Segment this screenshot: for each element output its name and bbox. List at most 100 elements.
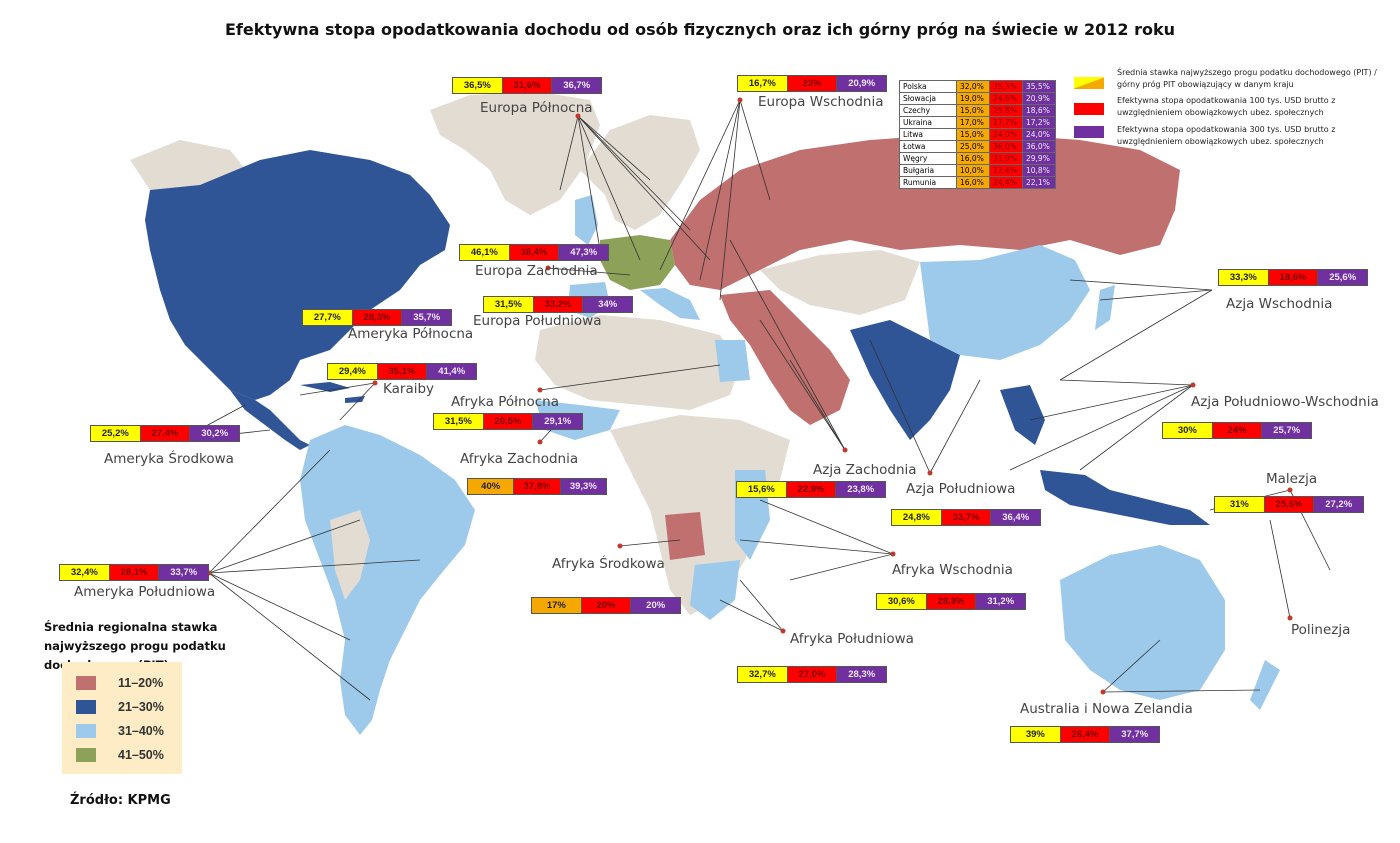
region-box-ameryka-polnocna: 27,7% 28,3% 35,7% bbox=[302, 309, 452, 326]
region-label-azja-wschodnia: Azja Wschodnia bbox=[1226, 296, 1333, 312]
legend-item: 31–40% bbox=[76, 724, 164, 738]
eff100-value: 20,5% bbox=[483, 414, 534, 429]
eff100-value: 31,6% bbox=[502, 78, 553, 93]
key-swatch-eff300 bbox=[1074, 126, 1104, 138]
pit-value: 39% bbox=[1011, 727, 1061, 742]
pit-value: 16,7% bbox=[738, 76, 788, 91]
legend-box: 11–20% 21–30% 31–40% 41–50% bbox=[62, 662, 182, 774]
eff300-value: 27,2% bbox=[1314, 497, 1364, 512]
country-row: Polska 32,0% 35,3% 35,5% bbox=[899, 80, 1056, 93]
eff300-value: 41,4% bbox=[427, 364, 477, 379]
country-eff100: 35,3% bbox=[989, 80, 1023, 93]
legend-swatch bbox=[76, 700, 96, 714]
caribbean bbox=[300, 382, 365, 403]
central-asia bbox=[760, 250, 920, 315]
region-box-europa-wschodnia: 16,7% 23% 20,9% bbox=[737, 75, 887, 92]
southeast-asia bbox=[1000, 385, 1045, 445]
key-text-pit: Średnia stawka najwyższego progu podatku… bbox=[1117, 68, 1377, 89]
country-pit: 16,0% bbox=[956, 152, 990, 165]
central-america bbox=[230, 390, 310, 450]
region-label-afryka-poludniowa: Afryka Południowa bbox=[790, 631, 914, 647]
japan bbox=[1095, 285, 1115, 330]
country-pit: 19,0% bbox=[956, 92, 990, 105]
eff100-value: 38,4% bbox=[509, 245, 560, 260]
country-eff100: 24,0% bbox=[989, 128, 1023, 141]
region-label-polinezja: Polinezja bbox=[1291, 622, 1351, 638]
eff300-value: 39,3% bbox=[560, 479, 606, 494]
key-swatch-eff100 bbox=[1074, 103, 1104, 115]
indonesia bbox=[1040, 470, 1210, 525]
region-box-ameryka-srodkowa: 25,2% 27,4% 30,2% bbox=[90, 425, 240, 442]
eff300-value: 30,2% bbox=[190, 426, 240, 441]
legend-item: 41–50% bbox=[76, 748, 164, 762]
western-europe bbox=[600, 235, 675, 290]
country-eff100: 12,4% bbox=[989, 164, 1023, 177]
angola bbox=[665, 512, 705, 560]
pit-value: 30% bbox=[1163, 423, 1213, 438]
region-box-azja-poludniowa: 24,8% 33,7% 36,4% bbox=[891, 509, 1041, 526]
eff100-value: 18,6% bbox=[1268, 270, 1319, 285]
country-name: Bułgaria bbox=[899, 164, 957, 177]
country-eff100: 24,4% bbox=[989, 176, 1023, 189]
pit-value: 17% bbox=[532, 598, 582, 613]
region-box-afryka-polnocna: 31,5% 20,5% 29,1% bbox=[433, 413, 583, 430]
region-box-azja-wschodnia: 33,3% 18,6% 25,6% bbox=[1218, 269, 1368, 286]
region-box-afryka-srodkowa: 17% 20% 20% bbox=[531, 597, 681, 614]
country-name: Rumunia bbox=[899, 176, 957, 189]
country-eff300: 22,1% bbox=[1022, 176, 1056, 189]
eff100-value: 33,2% bbox=[533, 297, 584, 312]
eff300-value: 25,7% bbox=[1262, 423, 1312, 438]
pit-value: 30,6% bbox=[877, 594, 927, 609]
key-text-eff300: Efektywna stopa opodatkowania 300 tys. U… bbox=[1117, 125, 1336, 146]
eff100-value: 27,0% bbox=[787, 667, 838, 682]
uk-ireland bbox=[575, 195, 598, 245]
eff100-value: 28,3% bbox=[352, 310, 403, 325]
country-eff300: 17,2% bbox=[1022, 116, 1056, 129]
country-pit: 15,0% bbox=[956, 128, 990, 141]
leader-lines bbox=[179, 99, 1331, 701]
eff300-value: 47,3% bbox=[559, 245, 609, 260]
legend-swatch bbox=[76, 676, 96, 690]
country-eff300: 20,9% bbox=[1022, 92, 1056, 105]
country-eff100: 31,9% bbox=[989, 152, 1023, 165]
eff100-value: 28,9% bbox=[926, 594, 977, 609]
region-box-karaiby: 29,4% 35,1% 41,4% bbox=[327, 363, 477, 380]
country-eff300: 24,0% bbox=[1022, 128, 1056, 141]
legend-item: 21–30% bbox=[76, 700, 164, 714]
pit-value: 31,5% bbox=[484, 297, 534, 312]
map-title: Efektywna stopa opodatkowania dochodu od… bbox=[224, 20, 1175, 39]
marker-dots bbox=[206, 97, 1293, 695]
country-eff300: 29,9% bbox=[1022, 152, 1056, 165]
eff300-value: 20,9% bbox=[837, 76, 887, 91]
key-text-eff100: Efektywna stopa opodatkowania 100 tys. U… bbox=[1117, 96, 1336, 117]
eff300-value: 29,1% bbox=[533, 414, 583, 429]
country-pit: 10,0% bbox=[956, 164, 990, 177]
country-row: Łotwa 25,0% 36,0% 36,0% bbox=[899, 140, 1056, 153]
eff300-value: 36,7% bbox=[552, 78, 602, 93]
eff300-value: 28,3% bbox=[837, 667, 887, 682]
pit-value: 36,5% bbox=[453, 78, 503, 93]
country-eff300: 18,6% bbox=[1022, 104, 1056, 117]
country-table: Polska 32,0% 35,3% 35,5% Słowacja 19,0% 24,6% 2… bbox=[899, 80, 1056, 189]
country-eff100: 17,7% bbox=[989, 116, 1023, 129]
region-label-europa-poludniowa: Europa Południowa bbox=[473, 313, 602, 329]
region-label-afryka-zachodnia: Afryka Zachodnia bbox=[460, 451, 579, 467]
region-label-australia-nz: Australia i Nowa Zelandia bbox=[1020, 701, 1193, 717]
country-name: Ukraina bbox=[899, 116, 957, 129]
country-pit: 25,0% bbox=[956, 140, 990, 153]
legend-label: 21–30% bbox=[118, 700, 164, 714]
pit-value: 32,7% bbox=[738, 667, 788, 682]
pit-value: 31,5% bbox=[434, 414, 484, 429]
region-label-malezja: Malezja bbox=[1266, 471, 1318, 487]
south-asia bbox=[850, 320, 960, 440]
eff300-value: 37,7% bbox=[1110, 727, 1160, 742]
key-swatch-pit bbox=[1074, 77, 1104, 89]
region-box-europa-polnocna: 36,5% 31,6% 36,7% bbox=[452, 77, 602, 94]
region-box-afryka-poludniowa: 32,7% 27,0% 28,3% bbox=[737, 666, 887, 683]
middle-east bbox=[720, 290, 850, 425]
pit-value: 27,7% bbox=[303, 310, 353, 325]
legend-label: 31–40% bbox=[118, 724, 164, 738]
region-label-afryka-wschodnia: Afryka Wschodnia bbox=[892, 562, 1013, 578]
eff100-value: 20% bbox=[581, 598, 632, 613]
region-label-europa-polnocna: Europa Północna bbox=[480, 100, 593, 116]
